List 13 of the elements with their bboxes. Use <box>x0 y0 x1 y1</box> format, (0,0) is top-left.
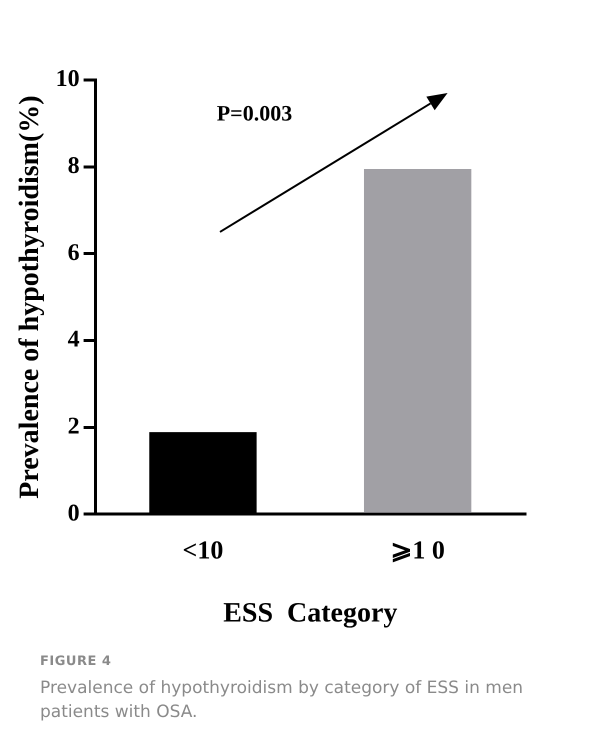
y-tick-label: 0 <box>68 500 80 526</box>
x-tick-label: <10 <box>182 536 224 565</box>
y-tick-label: 6 <box>68 240 80 266</box>
y-axis-title: Prevalence of hypothyroidism(%) <box>14 95 46 499</box>
annotation: P=0.003 <box>216 100 292 126</box>
y-tick-label: 8 <box>68 153 80 180</box>
text: Prevalence of hypothyroidism by category of ESS in men patients with OSA. <box>40 677 524 724</box>
y-tick-label: 4 <box>68 326 80 353</box>
y-tick-label: 10 <box>56 66 80 92</box>
x-axis-title: ESS Category <box>223 597 398 628</box>
y-tick-label: 2 <box>68 414 80 440</box>
caption: FIGURE 4 <box>40 654 112 669</box>
x-tick-label: ⩾1 0 <box>390 536 445 565</box>
